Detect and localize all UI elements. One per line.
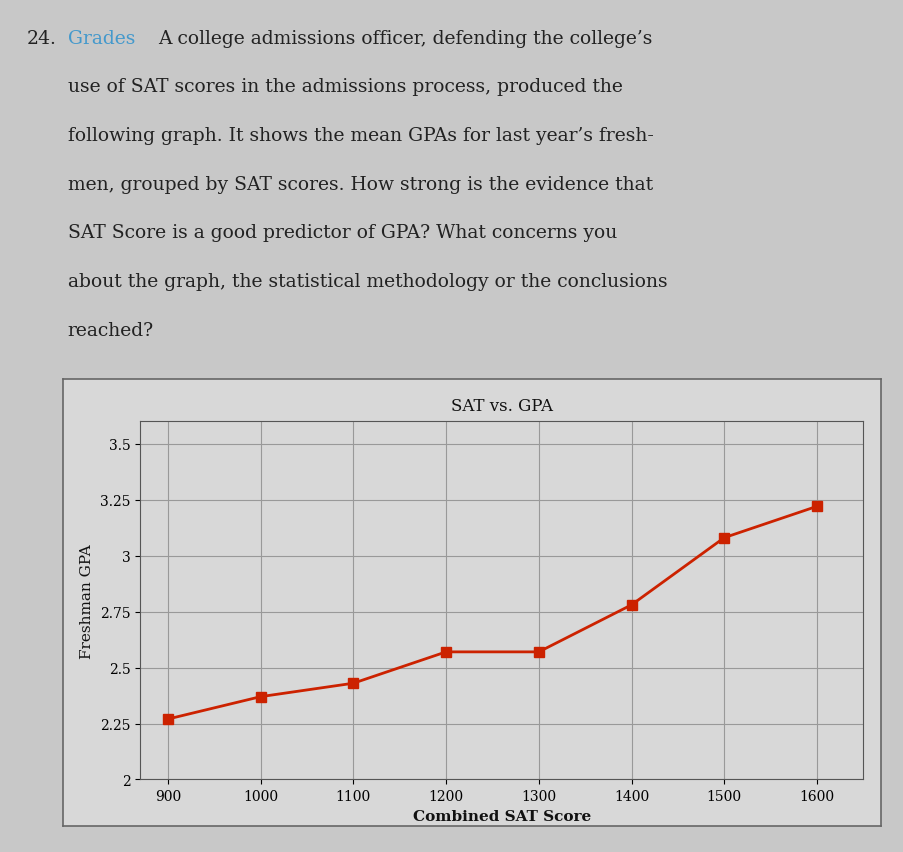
Title: SAT vs. GPA: SAT vs. GPA bbox=[451, 398, 552, 415]
Text: Grades: Grades bbox=[68, 30, 135, 48]
Text: 24.: 24. bbox=[27, 30, 57, 48]
Text: A college admissions officer, defending the college’s: A college admissions officer, defending … bbox=[158, 30, 652, 48]
Text: use of SAT scores in the admissions process, produced the: use of SAT scores in the admissions proc… bbox=[68, 78, 622, 96]
X-axis label: Combined SAT Score: Combined SAT Score bbox=[412, 809, 591, 823]
Text: men, grouped by SAT scores. How strong is the evidence that: men, grouped by SAT scores. How strong i… bbox=[68, 176, 652, 193]
Y-axis label: Freshman GPA: Freshman GPA bbox=[80, 544, 94, 658]
Text: reached?: reached? bbox=[68, 321, 154, 339]
Text: following graph. It shows the mean GPAs for last year’s fresh-: following graph. It shows the mean GPAs … bbox=[68, 127, 653, 145]
Text: about the graph, the statistical methodology or the conclusions: about the graph, the statistical methodo… bbox=[68, 273, 666, 291]
Text: SAT Score is a good predictor of GPA? What concerns you: SAT Score is a good predictor of GPA? Wh… bbox=[68, 224, 617, 242]
